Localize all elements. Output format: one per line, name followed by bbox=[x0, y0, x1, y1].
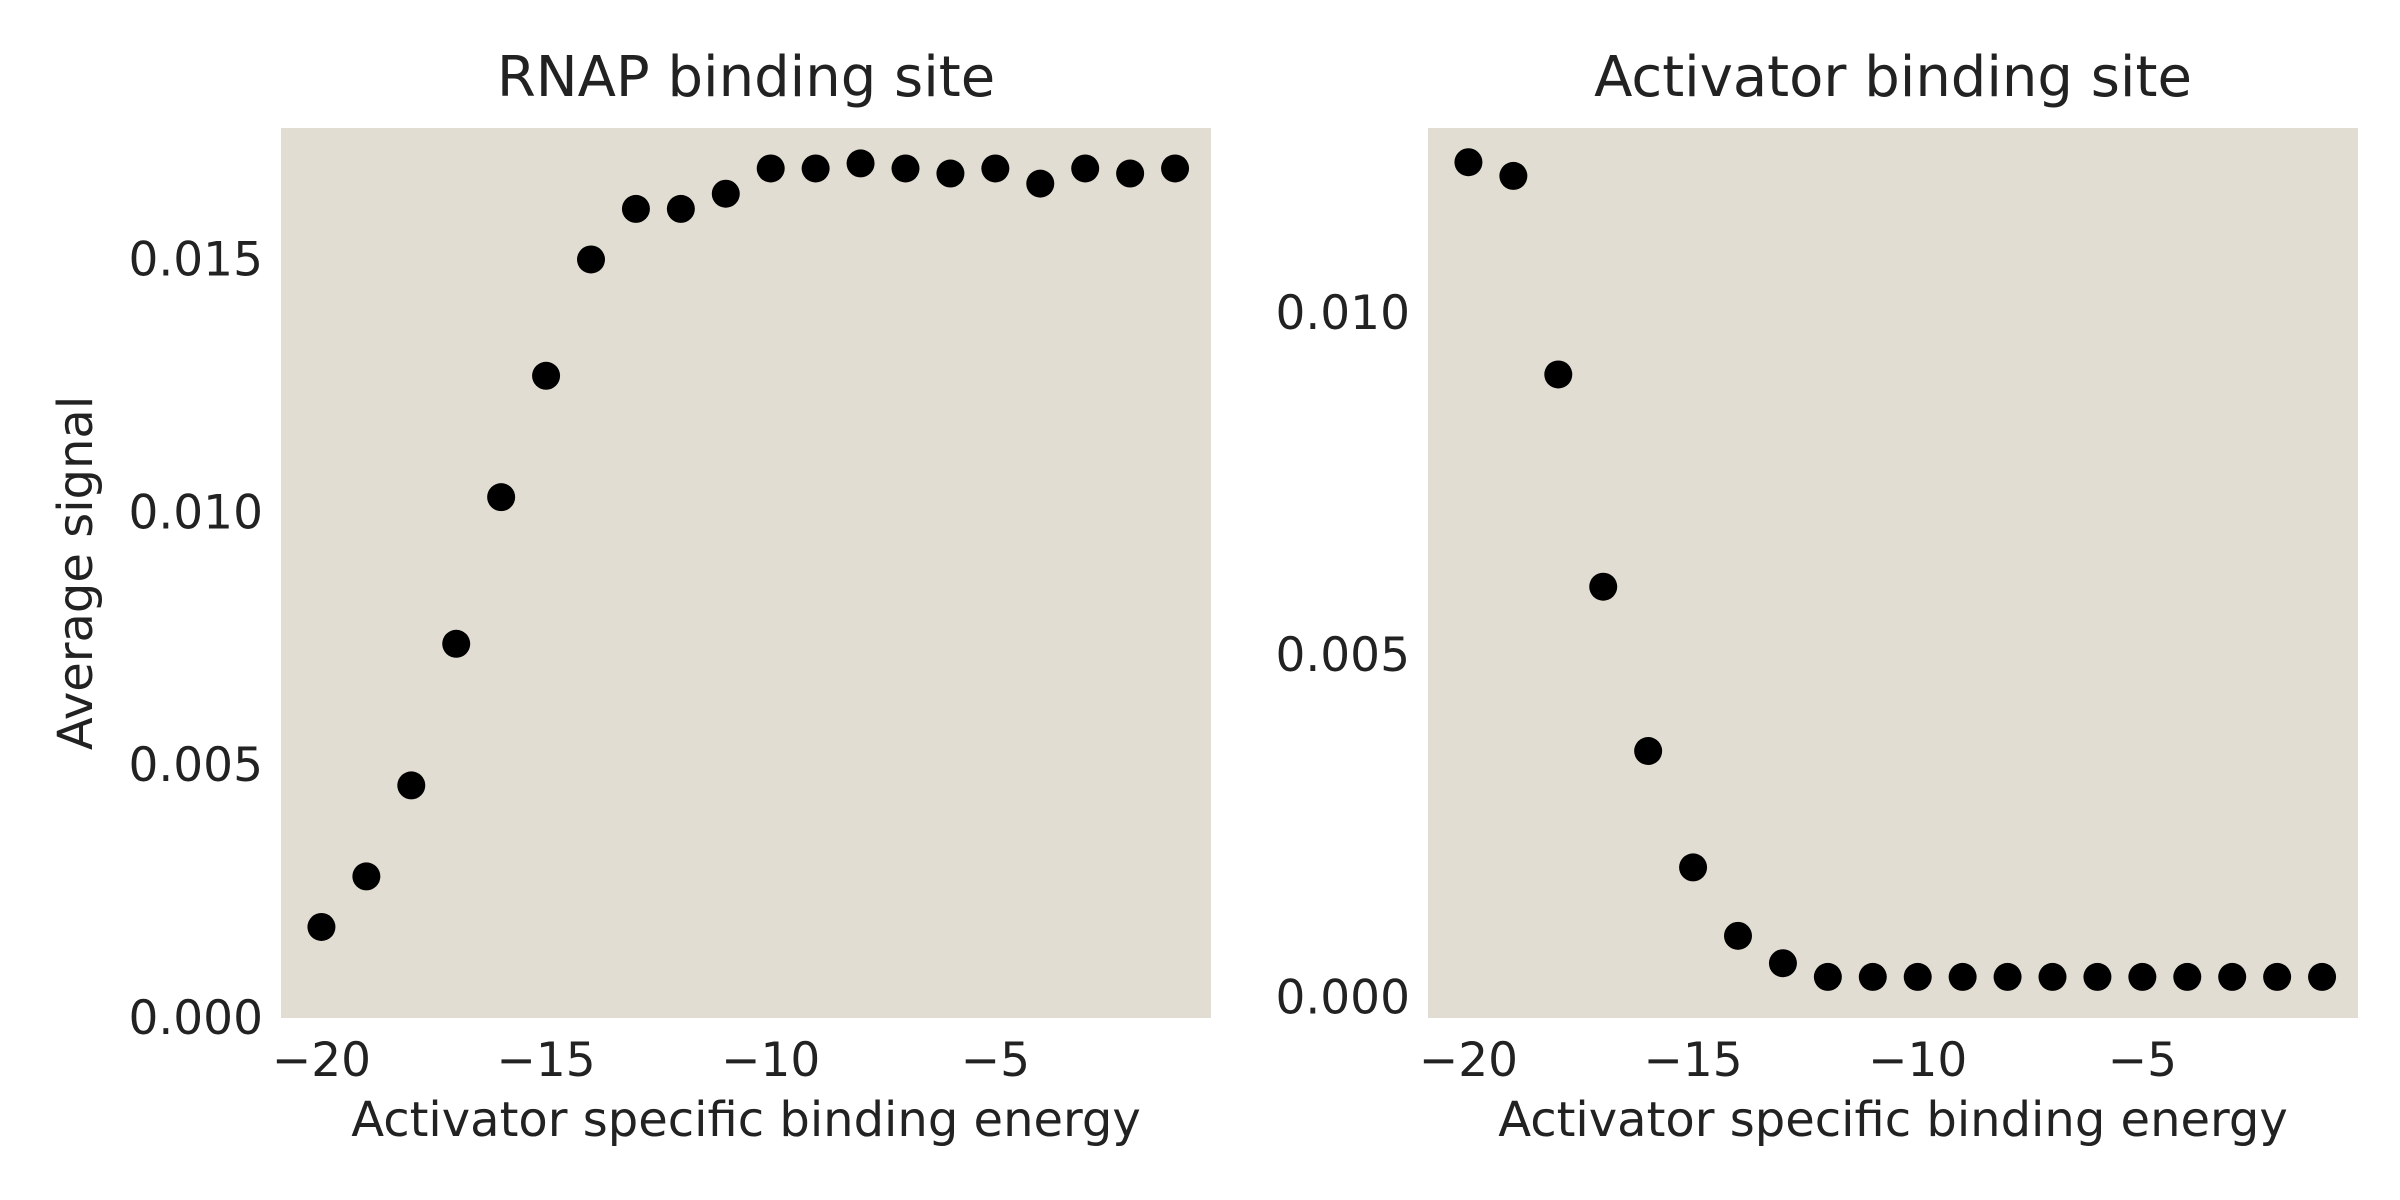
data-point-rnap bbox=[891, 154, 920, 183]
y-ticks-rnap: 0.000 0.005 0.010 0.015 bbox=[128, 232, 263, 1046]
x-tick-label-activator: −20 bbox=[1419, 1033, 1518, 1088]
data-point-activator bbox=[2128, 962, 2157, 991]
x-tick-label-rnap: −10 bbox=[721, 1033, 820, 1088]
data-point-activator bbox=[1948, 962, 1977, 991]
data-point-activator bbox=[2173, 962, 2202, 991]
x-tick-label-rnap: −15 bbox=[496, 1033, 595, 1088]
data-point-activator bbox=[1858, 962, 1887, 991]
data-point-rnap bbox=[801, 154, 830, 183]
data-point-rnap bbox=[936, 159, 965, 188]
x-ticks-activator: −20 −15 −10 −5 bbox=[1419, 1033, 2177, 1088]
data-point-activator bbox=[1544, 360, 1573, 389]
y-tick-label-activator: 0.000 bbox=[1275, 970, 1410, 1025]
data-point-activator bbox=[1679, 853, 1708, 882]
y-tick-label-rnap: 0.015 bbox=[128, 232, 263, 287]
y-tick-label-rnap: 0.010 bbox=[128, 485, 263, 540]
data-point-activator bbox=[1724, 921, 1752, 950]
data-point-activator bbox=[1589, 572, 1618, 601]
y-tick-label-activator: 0.005 bbox=[1275, 628, 1410, 683]
x-tick-label-rnap: −5 bbox=[961, 1033, 1030, 1088]
data-point-rnap bbox=[487, 483, 516, 512]
data-point-activator bbox=[2308, 962, 2337, 991]
data-point-activator bbox=[1993, 962, 2022, 991]
panel-activator: Activator binding site Activator specifi… bbox=[1275, 45, 2358, 1148]
data-points-rnap bbox=[307, 149, 1190, 941]
data-point-rnap bbox=[442, 629, 471, 658]
y-tick-label-activator: 0.010 bbox=[1275, 286, 1410, 341]
y-tick-label-rnap: 0.000 bbox=[128, 991, 263, 1046]
x-tick-label-activator: −5 bbox=[2108, 1033, 2177, 1088]
x-ticks-rnap: −20 −15 −10 −5 bbox=[272, 1033, 1030, 1088]
data-point-rnap bbox=[1071, 154, 1100, 183]
data-point-activator bbox=[2263, 962, 2292, 991]
data-point-activator bbox=[1903, 962, 1932, 991]
x-tick-label-rnap: −20 bbox=[272, 1033, 371, 1088]
chart-title-activator: Activator binding site bbox=[1594, 45, 2192, 110]
data-point-rnap bbox=[1026, 169, 1055, 198]
y-tick-label-rnap: 0.005 bbox=[128, 738, 263, 793]
data-point-rnap bbox=[666, 194, 695, 223]
x-axis-label-rnap: Activator specific binding energy bbox=[351, 1092, 1141, 1148]
data-point-activator bbox=[1499, 161, 1528, 190]
data-point-activator bbox=[1634, 737, 1663, 765]
x-axis-label-activator: Activator specific binding energy bbox=[1498, 1092, 2288, 1148]
y-axis-label-rnap: Average signal bbox=[48, 396, 104, 750]
data-point-activator bbox=[2038, 962, 2067, 991]
x-tick-label-activator: −10 bbox=[1868, 1033, 1967, 1088]
data-point-rnap bbox=[532, 361, 561, 390]
data-point-rnap bbox=[307, 912, 336, 941]
data-point-rnap bbox=[1161, 154, 1190, 183]
panel-rnap: RNAP binding site Activator specific bin… bbox=[48, 45, 1211, 1148]
data-point-rnap bbox=[756, 154, 785, 183]
data-point-rnap bbox=[846, 149, 875, 178]
data-point-rnap bbox=[577, 245, 605, 274]
plot-area-activator bbox=[1428, 128, 2358, 1018]
chart-title-rnap: RNAP binding site bbox=[497, 45, 995, 110]
data-point-rnap bbox=[981, 154, 1010, 183]
data-point-activator bbox=[1813, 962, 1842, 991]
data-point-rnap bbox=[1116, 159, 1145, 188]
plot-area-rnap bbox=[281, 128, 1211, 1018]
data-point-activator bbox=[1768, 949, 1797, 978]
data-point-activator bbox=[2083, 962, 2112, 991]
x-tick-label-activator: −15 bbox=[1643, 1033, 1742, 1088]
data-point-activator bbox=[2218, 962, 2247, 991]
data-point-rnap bbox=[621, 194, 650, 223]
data-point-activator bbox=[1454, 148, 1483, 177]
data-point-rnap bbox=[352, 862, 381, 891]
data-point-rnap bbox=[711, 179, 740, 208]
data-points-activator bbox=[1454, 148, 2337, 991]
data-point-rnap bbox=[397, 771, 426, 800]
y-ticks-activator: 0.000 0.005 0.010 bbox=[1275, 286, 1410, 1026]
